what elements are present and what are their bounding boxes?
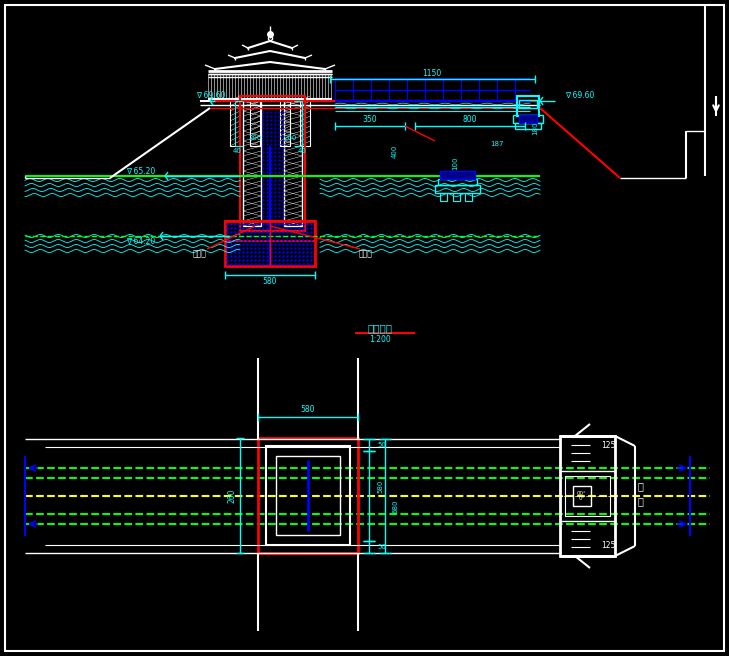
Bar [300, 99, 310, 146]
Bar [440, 171, 475, 179]
Text: 50: 50 [377, 544, 386, 550]
Text: 向: 向 [637, 496, 643, 506]
Bar [284, 101, 302, 226]
Text: ∇ 69.60: ∇ 69.60 [196, 91, 225, 100]
Text: 40: 40 [297, 148, 306, 154]
Bar [276, 456, 340, 535]
Text: 50: 50 [377, 442, 386, 448]
Text: ∇ 69.60: ∇ 69.60 [565, 91, 594, 100]
Bar [560, 436, 615, 556]
Bar [465, 193, 472, 201]
Text: 580: 580 [377, 480, 383, 493]
Text: ∇ 64.20: ∇ 64.20 [125, 237, 155, 245]
Bar [225, 221, 315, 266]
Bar [517, 96, 539, 116]
Text: 竖: 竖 [637, 481, 643, 491]
Bar [258, 438, 358, 553]
Text: 580: 580 [301, 405, 315, 415]
Bar [519, 100, 537, 108]
Text: 1150: 1150 [422, 68, 442, 77]
Bar [266, 446, 350, 545]
Text: 800: 800 [463, 115, 477, 125]
Text: 100: 100 [452, 156, 458, 170]
Bar [230, 99, 240, 146]
Bar [435, 185, 480, 193]
Text: 200: 200 [249, 135, 262, 141]
Bar [240, 96, 305, 231]
Bar [280, 99, 290, 146]
Bar [438, 179, 477, 185]
Bar [250, 99, 260, 146]
Text: 187: 187 [490, 141, 504, 147]
Bar [565, 476, 610, 516]
Bar [243, 101, 261, 226]
Text: 400: 400 [392, 144, 398, 157]
Bar [453, 193, 460, 201]
Text: 200: 200 [284, 135, 297, 141]
Text: ∇ 65.20: ∇ 65.20 [125, 167, 155, 176]
Text: 580: 580 [262, 277, 277, 287]
Text: 纵断面图: 纵断面图 [367, 323, 392, 333]
Text: 松散岩: 松散岩 [193, 249, 207, 258]
Text: 1:200: 1:200 [369, 335, 391, 344]
Text: 180: 180 [532, 121, 538, 134]
Text: 125: 125 [601, 541, 615, 550]
Bar [440, 193, 447, 201]
Bar [515, 123, 541, 129]
Text: 00°
0°: 00° 0° [577, 491, 587, 501]
Bar [573, 486, 591, 506]
Text: 松散岩: 松散岩 [359, 249, 373, 258]
Text: 125: 125 [601, 441, 615, 451]
Text: 260: 260 [227, 489, 236, 503]
Bar [225, 221, 315, 241]
Bar [519, 115, 537, 123]
Text: 680: 680 [393, 499, 399, 513]
Text: 350: 350 [363, 115, 378, 125]
Bar [513, 115, 543, 123]
Text: 40: 40 [233, 148, 241, 154]
